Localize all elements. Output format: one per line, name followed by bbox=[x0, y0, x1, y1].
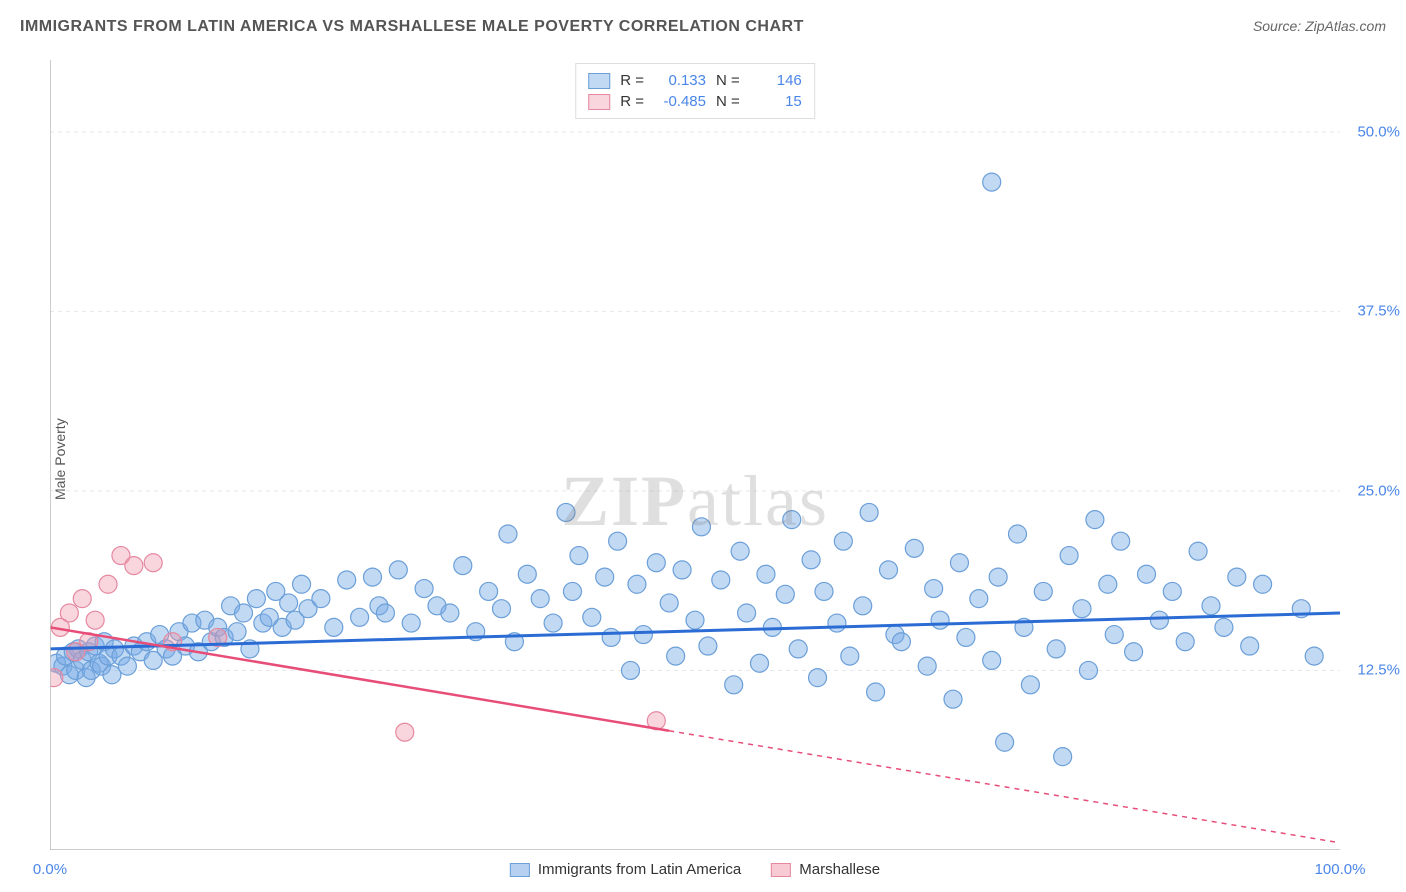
y-tick-label: 25.0% bbox=[1357, 482, 1400, 499]
n-label: N = bbox=[716, 93, 740, 110]
legend-bottom-label-0: Immigrants from Latin America bbox=[538, 861, 741, 878]
chart-title: IMMIGRANTS FROM LATIN AMERICA VS MARSHAL… bbox=[20, 18, 804, 36]
legend-bottom-label-1: Marshallese bbox=[799, 861, 880, 878]
legend-item-0: Immigrants from Latin America bbox=[510, 861, 741, 878]
y-tick-label: 12.5% bbox=[1357, 662, 1400, 679]
scatter-plot bbox=[50, 60, 1340, 850]
r-value-1: -0.485 bbox=[654, 93, 706, 110]
series-legend: Immigrants from Latin America Marshalles… bbox=[510, 861, 880, 878]
n-value-1: 15 bbox=[750, 93, 802, 110]
source-attribution: Source: ZipAtlas.com bbox=[1253, 18, 1386, 34]
y-tick-label: 50.0% bbox=[1357, 123, 1400, 140]
r-value-0: 0.133 bbox=[654, 72, 706, 89]
legend-swatch-0 bbox=[588, 73, 610, 89]
n-value-0: 146 bbox=[750, 72, 802, 89]
legend-swatch-1 bbox=[588, 94, 610, 110]
x-tick-label: 100.0% bbox=[1315, 861, 1366, 878]
x-tick-label: 0.0% bbox=[33, 861, 67, 878]
legend-bottom-swatch-1 bbox=[771, 863, 791, 877]
n-label: N = bbox=[716, 72, 740, 89]
y-tick-label: 37.5% bbox=[1357, 303, 1400, 320]
chart-area: Male Poverty R = 0.133 N = 146 R = -0.48… bbox=[50, 60, 1340, 850]
legend-row-series-0: R = 0.133 N = 146 bbox=[588, 70, 802, 91]
r-label: R = bbox=[620, 93, 644, 110]
r-label: R = bbox=[620, 72, 644, 89]
legend-bottom-swatch-0 bbox=[510, 863, 530, 877]
legend-row-series-1: R = -0.485 N = 15 bbox=[588, 91, 802, 112]
legend-item-1: Marshallese bbox=[771, 861, 880, 878]
correlation-legend: R = 0.133 N = 146 R = -0.485 N = 15 bbox=[575, 63, 815, 119]
